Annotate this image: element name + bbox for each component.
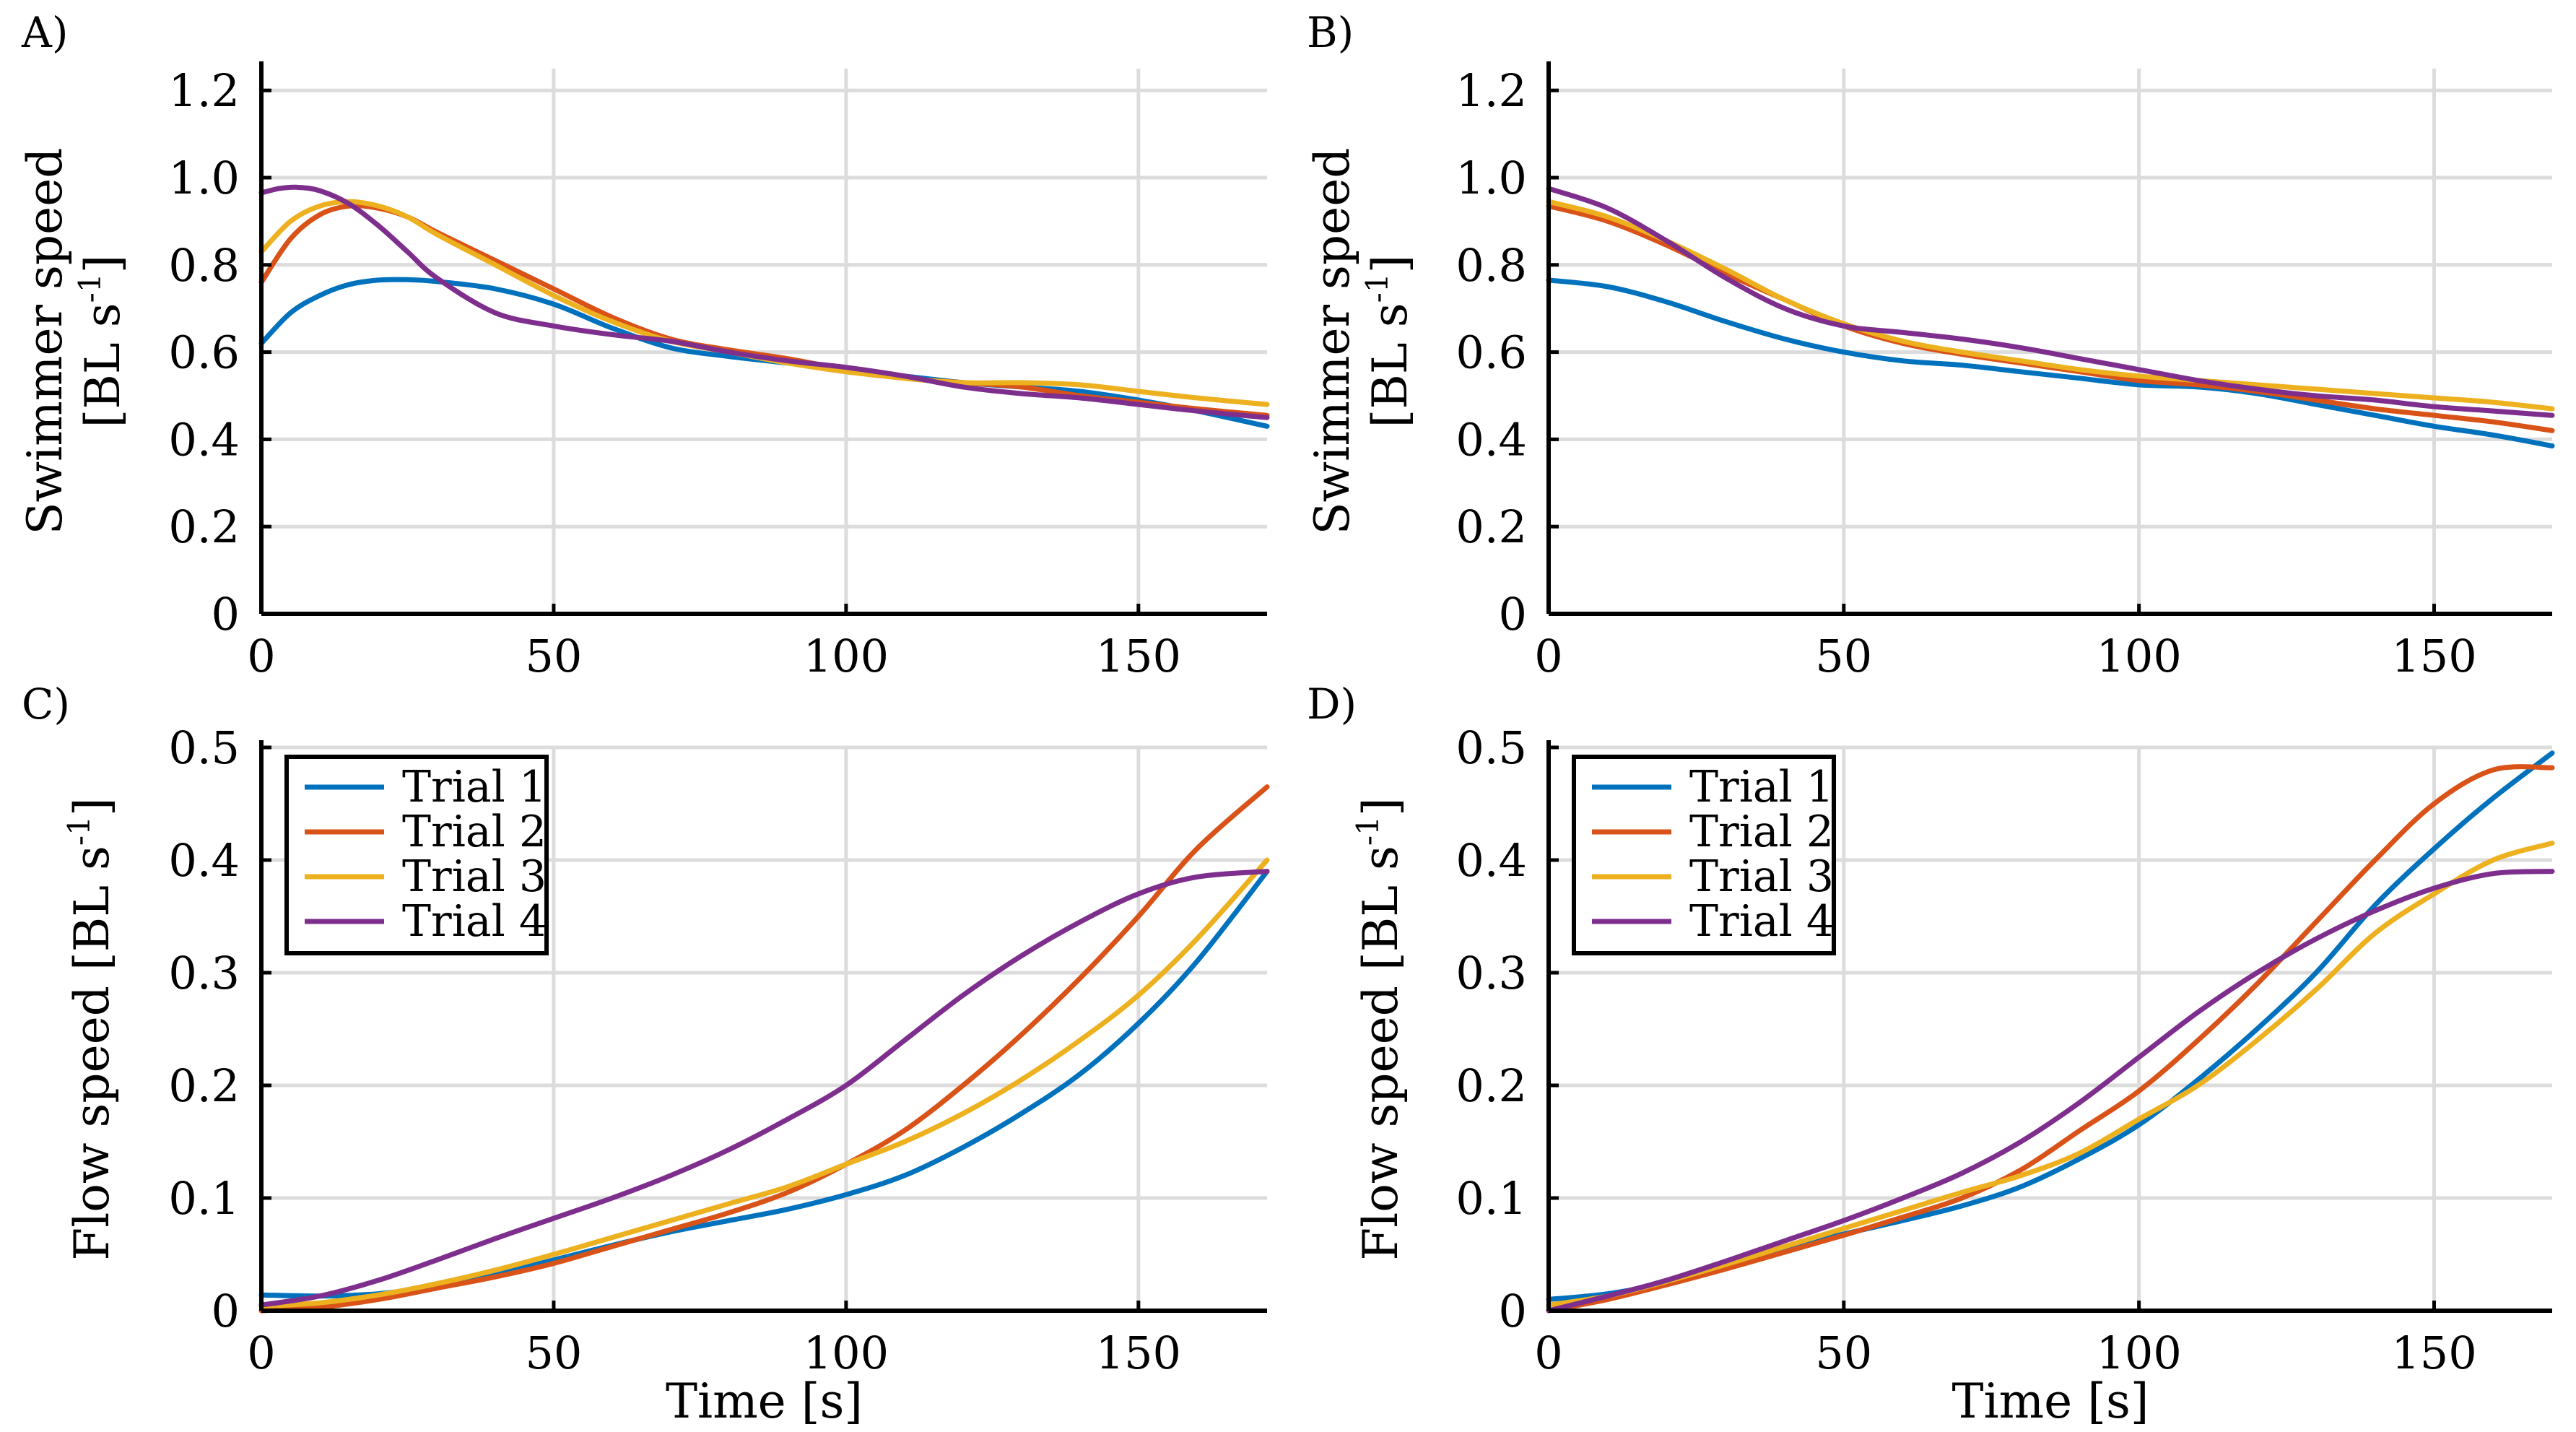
x-tick-label: 100 xyxy=(2096,1327,2181,1379)
panel-A: A) 0 50 100 150 0 0.2 0.4 0.6 0.8 1.0 1.2 Swimmer sp… xyxy=(17,8,1270,682)
series-line-trial-1 xyxy=(258,277,1270,429)
x-axis-label: Time [s] xyxy=(666,1374,863,1429)
y-axis-label-text: Swimmer speed xyxy=(1305,147,1360,534)
legend-label-trial-3: Trial 3 xyxy=(402,851,547,902)
y-axis-label: Swimmer speed xyxy=(1305,147,1360,534)
legend-label-trial-1: Trial 1 xyxy=(402,762,547,812)
y-tick-label: 0.2 xyxy=(1455,1059,1527,1112)
series-line-trial-4 xyxy=(258,869,1270,1308)
x-tick-label: 150 xyxy=(2391,1327,2476,1379)
x-tick-label: 50 xyxy=(525,1327,582,1379)
x-tick-label: 50 xyxy=(1815,1327,1872,1379)
x-tick-label: 50 xyxy=(1815,630,1872,682)
panel-label: B) xyxy=(1307,8,1354,57)
y-axis-label-text: Flow speed [BL s xyxy=(1353,846,1409,1261)
series-line-trial-2 xyxy=(258,203,1270,418)
y-tick-label: 0 xyxy=(1499,1285,1527,1337)
y-tick-label: 0.1 xyxy=(168,1172,240,1225)
y-tick-label: 0.8 xyxy=(1455,239,1527,292)
legend-label-trial-2: Trial 2 xyxy=(402,807,547,857)
y-tick-label: 0.3 xyxy=(168,947,240,999)
series-line-trial-2 xyxy=(1546,764,2555,1314)
y-tick-label: 1.2 xyxy=(1455,64,1527,117)
y-tick-label: 0.4 xyxy=(168,413,240,466)
y-axis-label: [BL s-1] xyxy=(1359,255,1418,428)
y-tick-label: 0 xyxy=(1499,588,1527,641)
legend-label-trial-3: Trial 3 xyxy=(1689,851,1834,902)
x-tick-label: 100 xyxy=(804,1327,889,1379)
y-axis-label-close: ] xyxy=(1353,797,1409,816)
legend-label-trial-1: Trial 1 xyxy=(1689,762,1834,812)
panel-label: A) xyxy=(21,8,69,57)
y-axis-label-sup: -1 xyxy=(72,273,108,303)
panel-label: D) xyxy=(1307,680,1357,729)
y-axis-label-sup: -1 xyxy=(1359,273,1395,303)
y-tick-label: 0.2 xyxy=(1455,500,1527,553)
x-axis-label: Time [s] xyxy=(1951,1374,2149,1429)
y-tick-label: 0.4 xyxy=(1455,413,1527,466)
series-line-trial-3 xyxy=(258,857,1270,1309)
y-axis-label-close: ] xyxy=(64,797,120,816)
legend-label-trial-4: Trial 4 xyxy=(402,896,547,947)
x-tick-label: 100 xyxy=(2096,630,2181,682)
y-axis-label-text: Flow speed [BL s xyxy=(64,846,120,1261)
y-tick-label: 1.0 xyxy=(1455,152,1527,204)
series-line-trial-4 xyxy=(1546,869,2555,1314)
y-tick-label: 0.4 xyxy=(168,834,240,887)
y-tick-label: 0 xyxy=(212,1285,240,1337)
y-tick-label: 0.6 xyxy=(1455,326,1527,379)
series-line-trial-2 xyxy=(258,784,1270,1314)
y-axis-label-close: ] xyxy=(1362,255,1418,274)
y-tick-label: 0.2 xyxy=(168,500,240,553)
series-line-trial-3 xyxy=(258,199,1270,407)
x-tick-label: 0 xyxy=(247,1327,275,1379)
y-tick-label: 1.2 xyxy=(168,64,240,117)
y-tick-label: 0.4 xyxy=(1455,834,1527,887)
y-tick-label: 1.0 xyxy=(168,152,240,204)
y-axis-label: Flow speed [BL s-1] xyxy=(61,797,120,1260)
y-tick-label: 0.8 xyxy=(168,239,240,292)
panel-D: D) 0 50 100 150 0 0.1 0.2 0.3 0.4 0.5 Flow speed [B… xyxy=(1307,680,2555,1429)
y-axis-label-text: [BL s xyxy=(75,303,131,428)
x-tick-label: 50 xyxy=(525,630,582,682)
y-axis-label-text: Swimmer speed xyxy=(17,147,73,534)
y-tick-label: 0 xyxy=(212,588,240,641)
y-axis-label-sup: -1 xyxy=(1350,816,1385,846)
y-axis-label: Swimmer speed xyxy=(17,147,73,534)
x-tick-label: 150 xyxy=(1096,630,1181,682)
y-tick-label: 0.3 xyxy=(1455,947,1527,999)
x-tick-label: 0 xyxy=(1534,1327,1562,1379)
x-tick-label: 100 xyxy=(804,630,889,682)
legend-label-trial-4: Trial 4 xyxy=(1689,896,1834,947)
y-tick-label: 0.6 xyxy=(168,326,240,379)
y-axis-label-text: [BL s xyxy=(1362,303,1418,428)
y-tick-label: 0.5 xyxy=(1455,721,1527,774)
panel-C: C) 0 50 100 150 0 0.1 0.2 0.3 0.4 0.5 Flow speed [B… xyxy=(22,680,1270,1429)
panel-B: B) 0 50 100 150 0 0.2 0.4 0.6 0.8 1.0 1.2 Swimmer sp… xyxy=(1305,8,2555,682)
series-line-trial-3 xyxy=(1546,199,2555,412)
y-tick-label: 0.5 xyxy=(168,721,240,774)
x-tick-label: 0 xyxy=(1534,630,1562,682)
series-line-trial-4 xyxy=(258,184,1270,420)
y-axis-label-sup: -1 xyxy=(61,816,97,846)
y-tick-label: 0.1 xyxy=(1455,1172,1527,1225)
series-line-trial-1 xyxy=(1546,277,2555,448)
y-axis-label: [BL s-1] xyxy=(72,255,131,428)
x-tick-label: 150 xyxy=(1096,1327,1181,1379)
series-line-trial-3 xyxy=(1546,841,2555,1308)
x-tick-label: 0 xyxy=(247,630,275,682)
y-tick-label: 0.2 xyxy=(168,1059,240,1112)
legend-label-trial-2: Trial 2 xyxy=(1689,807,1834,857)
panel-label: C) xyxy=(22,680,70,729)
series-line-trial-4 xyxy=(1546,186,2555,418)
y-axis-label: Flow speed [BL s-1] xyxy=(1350,797,1409,1260)
y-axis-label-close: ] xyxy=(75,255,131,274)
x-tick-label: 150 xyxy=(2391,630,2476,682)
